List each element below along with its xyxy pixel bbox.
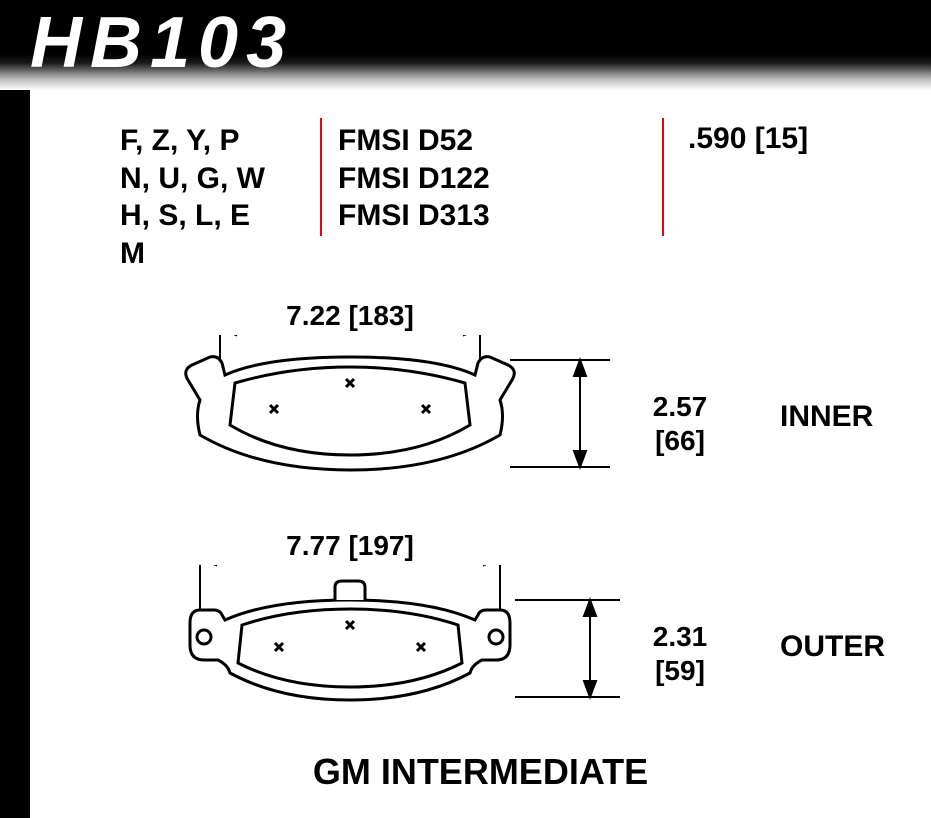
outer-pad-diagram: 7.77 [197]	[170, 530, 870, 740]
outer-width-dimension: 7.77 [197]	[220, 530, 480, 562]
compound-line: F, Z, Y, P	[120, 122, 265, 160]
fmsi-item: FMSI D122	[338, 160, 490, 198]
divider	[662, 118, 664, 236]
content-area: F, Z, Y, P N, U, G, W H, S, L, E M FMSI …	[30, 90, 931, 818]
inner-height-dimension: 2.57 [66]	[630, 390, 730, 457]
spec-row: F, Z, Y, P N, U, G, W H, S, L, E M FMSI …	[30, 110, 931, 270]
application-label: GM INTERMEDIATE	[30, 751, 931, 793]
inner-label: INNER	[780, 400, 873, 434]
thickness-value: .590 [15]	[688, 122, 808, 156]
side-black-bar	[0, 90, 30, 818]
inner-pad-diagram: 7.22 [183]	[170, 300, 870, 510]
outer-pad-drawing	[170, 565, 640, 735]
fmsi-item: FMSI D313	[338, 197, 490, 235]
compound-codes: F, Z, Y, P N, U, G, W H, S, L, E M	[120, 122, 265, 272]
compound-line: M	[120, 235, 265, 273]
header-bar: HB103	[0, 0, 931, 90]
compound-line: H, S, L, E	[120, 197, 265, 235]
inner-pad-drawing	[170, 335, 630, 505]
inner-height-in: 2.57	[630, 390, 730, 424]
fmsi-list: FMSI D52 FMSI D122 FMSI D313	[338, 122, 490, 235]
inner-height-mm: [66]	[630, 424, 730, 458]
outer-label: OUTER	[780, 630, 885, 664]
part-number: HB103	[30, 2, 294, 84]
outer-height-mm: [59]	[630, 654, 730, 688]
outer-height-in: 2.31	[630, 620, 730, 654]
outer-height-dimension: 2.31 [59]	[630, 620, 730, 687]
divider	[320, 118, 322, 236]
inner-width-dimension: 7.22 [183]	[220, 300, 480, 332]
fmsi-item: FMSI D52	[338, 122, 490, 160]
compound-line: N, U, G, W	[120, 160, 265, 198]
